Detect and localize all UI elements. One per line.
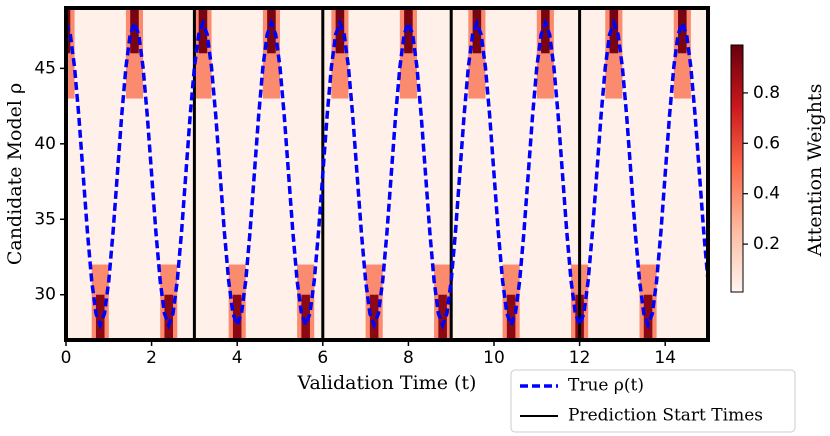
plot-frame — [64, 6, 710, 342]
colorbar-tick-label: 0.6 — [753, 133, 780, 153]
x-tick-label: 6 — [317, 348, 328, 368]
y-tick-label: 30 — [34, 285, 56, 305]
colorbar-tick-label: 0.2 — [753, 234, 780, 254]
y-tick-label: 45 — [34, 58, 56, 78]
heatmap-cell — [369, 294, 379, 340]
heatmap-cell — [609, 8, 619, 54]
heatmap-cell — [506, 294, 516, 340]
heatmap-cell — [678, 8, 687, 54]
x-axis-label: Validation Time (t) — [297, 372, 477, 394]
heatmap-cell — [130, 8, 139, 54]
heatmap-cell — [198, 8, 208, 54]
y-tick-label: 40 — [34, 134, 56, 154]
x-tick-label: 12 — [569, 348, 591, 368]
x-tick-label: 4 — [232, 348, 243, 368]
legend — [510, 369, 796, 433]
line-series — [66, 18, 708, 330]
heatmap-cell — [541, 8, 550, 54]
colorbar-tick-label: 0.4 — [753, 184, 780, 204]
heatmap-cell — [301, 294, 310, 340]
x-tick-label: 14 — [654, 348, 676, 368]
x-tick-label: 8 — [403, 348, 414, 368]
heatmap-cell — [404, 8, 413, 54]
x-tick-label: 10 — [483, 348, 505, 368]
heatmap-cell — [438, 294, 447, 340]
colorbar-tick-label: 0.8 — [753, 83, 780, 103]
heatmap-cell — [164, 294, 173, 340]
heatmap-cell — [95, 294, 105, 340]
heatmap-cell — [335, 8, 345, 54]
legend-label: Prediction Start Times — [568, 406, 763, 426]
heatmap-cell — [472, 8, 482, 54]
x-tick-label: 0 — [61, 348, 72, 368]
colorbar-label: Attention Weights — [804, 84, 826, 258]
colorbar — [730, 44, 744, 293]
y-tick-label: 35 — [34, 209, 56, 229]
plot-area — [66, 8, 708, 340]
x-tick-label: 2 — [146, 348, 157, 368]
heatmap-cell — [643, 294, 653, 340]
heatmap-cell — [267, 8, 276, 54]
heatmap-cell — [232, 294, 242, 340]
y-axis-label: Candidate Model ρ — [4, 83, 26, 265]
legend-label: True ρ(t) — [568, 376, 644, 396]
